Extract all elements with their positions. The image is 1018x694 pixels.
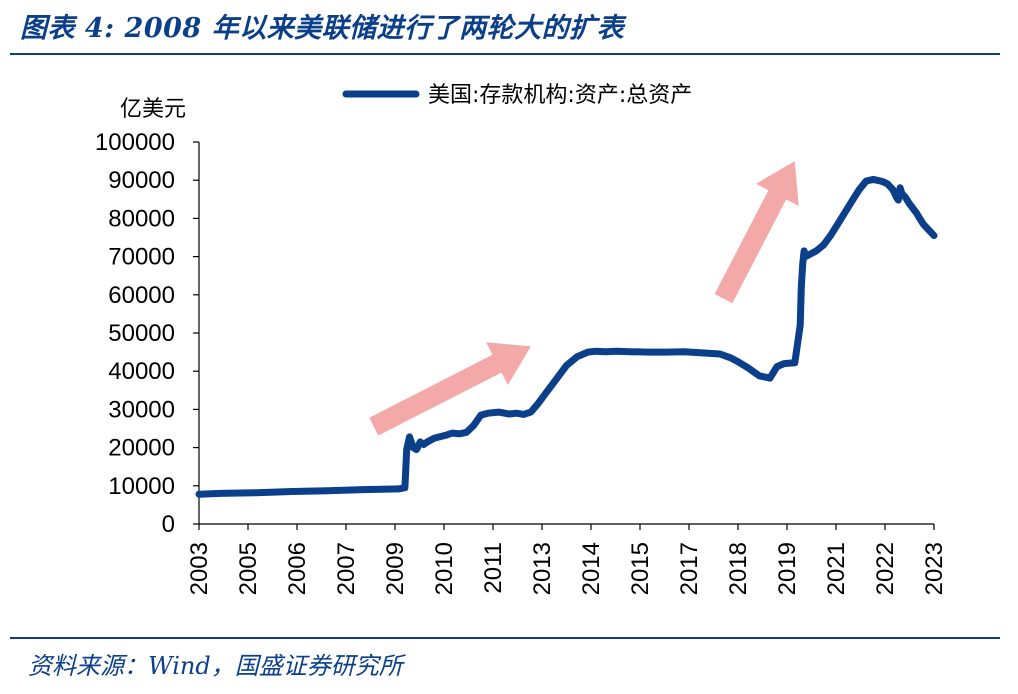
chart-series: [195, 175, 938, 498]
y-tick-label: 50000: [108, 320, 175, 347]
y-tick-label: 90000: [108, 167, 175, 194]
x-tick-label: 2019: [774, 542, 801, 595]
x-tick-label: 2013: [529, 542, 556, 595]
series-line-1: [195, 175, 938, 498]
x-tick-label: 2003: [186, 542, 213, 595]
y-tick-label: 100000: [95, 129, 175, 156]
y-tick-label: 70000: [108, 244, 175, 271]
y-tick-label: 40000: [108, 358, 175, 385]
x-tick-label: 2011: [480, 542, 507, 594]
x-tick-label: 2014: [578, 542, 605, 595]
trend-arrow-2: [714, 161, 799, 304]
x-tick-label: 2023: [921, 542, 948, 595]
y-tick-label: 0: [162, 511, 175, 538]
x-tick-label: 2015: [627, 542, 654, 595]
chart-legend: 美国:存款机构:资产:总资产: [342, 83, 692, 108]
annotation-arrows: [369, 161, 799, 436]
x-tick-label: 2017: [676, 542, 703, 595]
x-tick-label: 2006: [284, 542, 311, 595]
chart-axes: 0 10000 20000 30000 40000 50000 60000 70000 8000…: [95, 97, 948, 595]
x-tick-label: 2005: [235, 542, 262, 595]
x-tick-label: 2022: [872, 542, 899, 595]
x-tick-label: 2018: [725, 542, 752, 595]
y-tick-label: 60000: [108, 282, 175, 309]
x-tick-label: 2009: [382, 542, 409, 595]
top-divider: [10, 53, 1000, 55]
x-tick-label: 2010: [431, 542, 458, 595]
y-tick-label: 30000: [108, 396, 175, 423]
legend-label: 美国:存款机构:资产:总资产: [428, 83, 692, 108]
bottom-divider: [10, 637, 1000, 639]
figure-caption: 图表 4: 2008 年以来美联储进行了两轮大的扩表: [20, 13, 625, 44]
x-tick-label: 2021: [823, 542, 850, 595]
y-tick-label: 20000: [108, 435, 175, 462]
y-tick-label: 10000: [108, 473, 175, 500]
trend-arrow-1: [369, 342, 531, 436]
y-axis-unit: 亿美元: [120, 97, 186, 122]
source-note: 资料来源：Wind，国盛证券研究所: [28, 652, 403, 680]
x-tick-label: 2007: [333, 542, 360, 595]
y-tick-label: 80000: [108, 205, 175, 232]
